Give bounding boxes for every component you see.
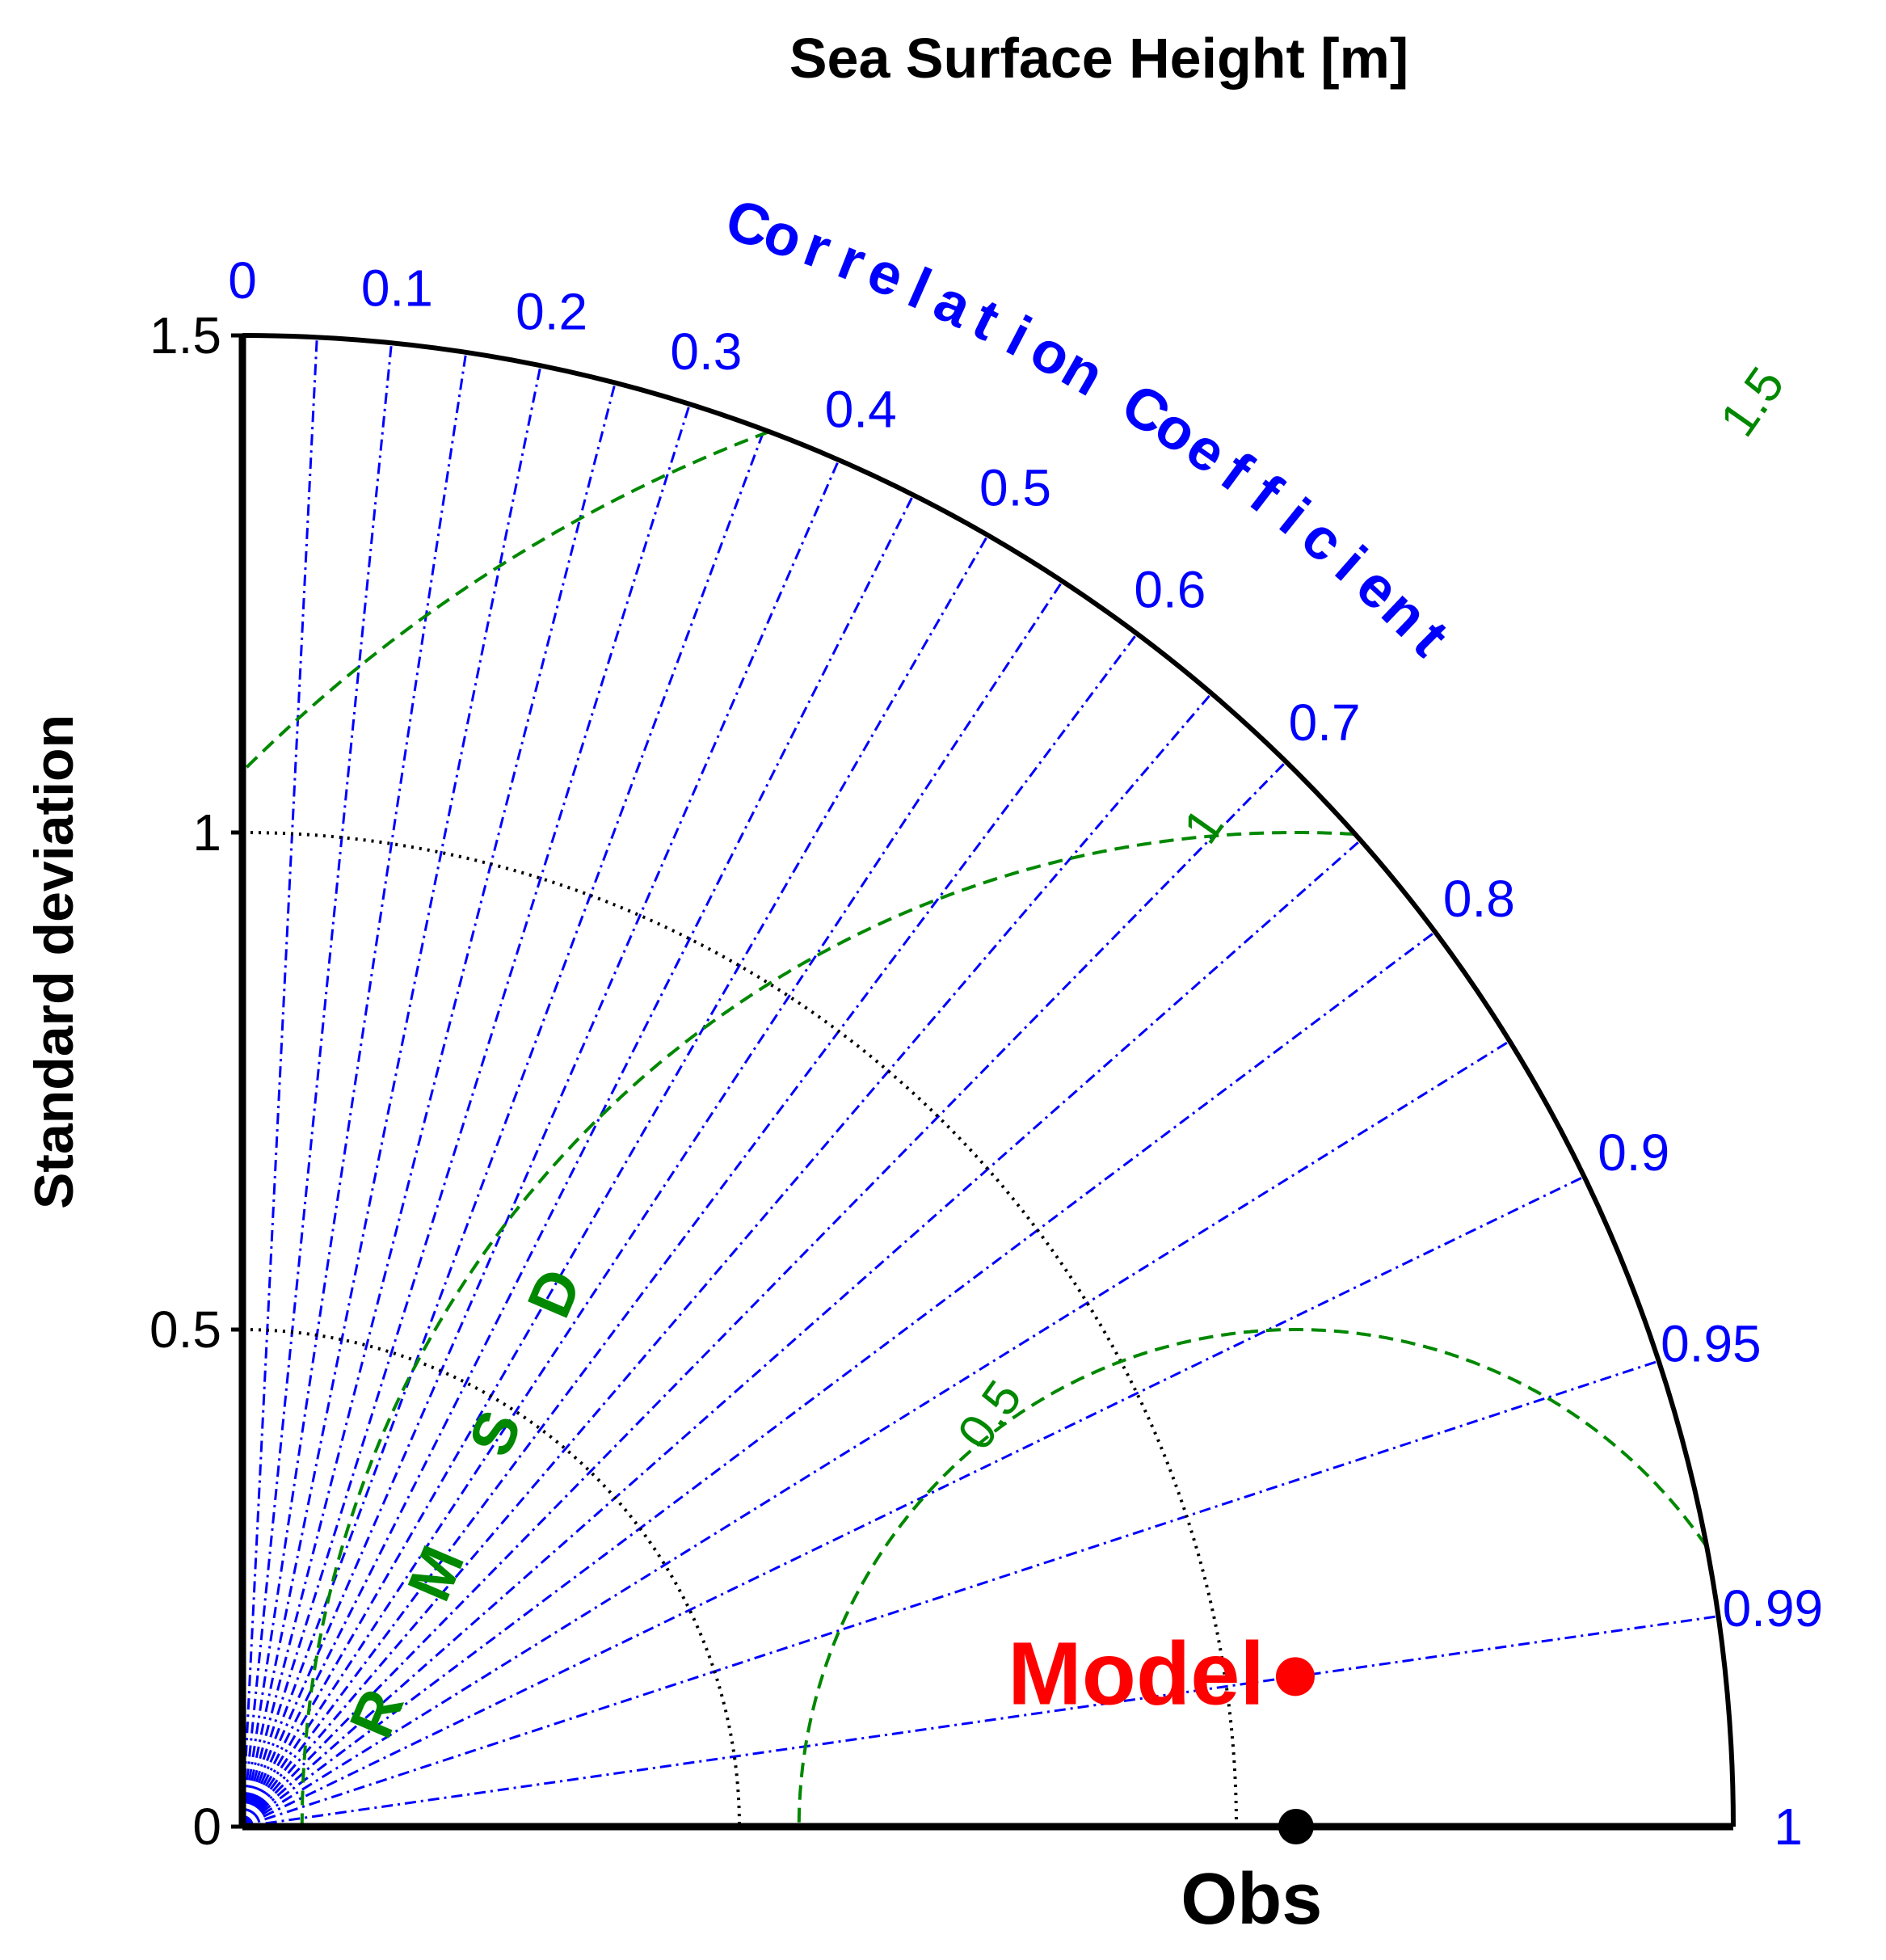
rmsd-arc — [300, 831, 1355, 1825]
outer-arc — [242, 333, 1736, 1827]
correlation-ray — [241, 761, 1287, 1828]
rmsd-contour-labels: 0.5 1 1.5 — [947, 357, 1795, 1460]
correlation-ray — [241, 494, 915, 1827]
std-tick-labels: 0 0.5 1 1.5 — [149, 306, 242, 1856]
correlation-tick-label: 0.7 — [1289, 693, 1361, 752]
std-tick-label: 0.5 — [149, 1300, 221, 1359]
data-points: Obs Model — [1008, 1624, 1322, 1940]
correlation-ray — [241, 352, 468, 1827]
correlation-ray — [241, 580, 1064, 1827]
model-marker — [1275, 1657, 1315, 1697]
correlation-ray — [241, 365, 542, 1827]
correlation-tick-label: 1 — [1774, 1798, 1803, 1856]
chart-title: Sea Surface Height [m] — [789, 27, 1408, 90]
rmsd-title-letter: S — [456, 1401, 535, 1465]
rmsd-title-letter: R — [337, 1680, 418, 1747]
correlation-ray — [241, 692, 1213, 1827]
std-circle — [242, 1328, 741, 1827]
correlation-tick-label: 0.9 — [1598, 1123, 1669, 1182]
correlation-ray — [241, 633, 1139, 1827]
correlation-tick-label: 0.95 — [1661, 1315, 1762, 1373]
correlation-tick-label: 0.8 — [1443, 870, 1515, 928]
rmsd-contours — [245, 430, 1708, 1826]
correlation-tick-label: 0 — [228, 251, 257, 310]
correlation-ray — [241, 429, 766, 1827]
correlation-rays — [241, 337, 1719, 1828]
correlation-tick-label: 0.6 — [1134, 561, 1206, 619]
correlation-tick-label: 0.5 — [979, 458, 1051, 516]
correlation-tick-label: 0.1 — [361, 259, 433, 318]
correlation-ray — [241, 534, 989, 1827]
correlation-tick-label: 0.99 — [1723, 1579, 1824, 1638]
std-circle — [242, 831, 1238, 1827]
std-tick-label: 1.5 — [149, 306, 221, 365]
std-tick-label: 1 — [192, 803, 221, 862]
rmsd-title-letter: D — [515, 1259, 596, 1327]
rmsd-arc — [245, 430, 770, 769]
correlation-ray — [241, 382, 617, 1827]
correlation-ray — [241, 337, 318, 1827]
correlation-tick-label: 0.2 — [516, 283, 587, 341]
obs-label: Obs — [1181, 1859, 1322, 1940]
rmsd-contour-label: 1.5 — [1710, 357, 1795, 446]
axes-frame — [238, 333, 1736, 1831]
obs-marker — [1278, 1809, 1314, 1844]
correlation-ray — [242, 1615, 1719, 1828]
rmsd-arc — [797, 1328, 1708, 1826]
std-tick-label: 0 — [192, 1798, 221, 1856]
correlation-ray — [242, 1039, 1511, 1828]
correlation-tick-labels: 0 0.1 0.2 0.3 0.4 0.5 0.6 0.7 0.8 0.9 0.95 0.99 1 — [228, 251, 1823, 1856]
correlation-tick-label: 0.4 — [825, 381, 897, 439]
rmsd-title: R M S D — [337, 1259, 596, 1747]
rmsd-title-letter: M — [394, 1536, 478, 1610]
correlation-ray — [241, 343, 393, 1827]
y-axis-label: Standard deviation — [23, 714, 85, 1209]
correlation-tick-label: 0.3 — [670, 322, 742, 381]
rmsd-contour-label: 1 — [1173, 799, 1235, 854]
correlation-ray — [242, 1175, 1585, 1828]
correlation-ray — [241, 403, 691, 1827]
correlation-ray — [242, 839, 1362, 1828]
correlation-ray — [242, 1359, 1660, 1828]
correlation-ray — [241, 459, 840, 1827]
model-label: Model — [1008, 1624, 1265, 1723]
correlation-ray — [242, 930, 1436, 1828]
std-deviation-circles — [242, 831, 1238, 1827]
rmsd-contour-label: 0.5 — [947, 1371, 1033, 1460]
